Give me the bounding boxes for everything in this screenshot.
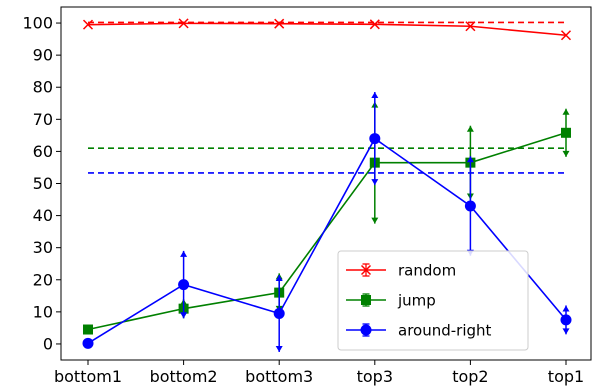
error-cap-upper — [466, 156, 474, 163]
x-tick-label: bottom3 — [245, 367, 313, 386]
series-random — [82, 18, 572, 41]
y-axis: 0 10 20 30 40 50 60 70 80 90 100 — [22, 14, 61, 353]
legend: random jump around-right — [337, 250, 529, 351]
y-tick-label: 30 — [33, 238, 53, 257]
error-cap-lower — [562, 328, 570, 335]
data-point — [274, 18, 285, 29]
error-cap-upper — [275, 274, 283, 281]
error-cap-upper — [562, 108, 570, 115]
legend-entry: jump — [346, 292, 436, 310]
data-point — [273, 307, 285, 319]
x-tick-label: top3 — [357, 367, 393, 386]
y-tick-label: 10 — [33, 302, 53, 321]
error-cap-lower — [562, 150, 570, 157]
y-tick-label: 40 — [33, 206, 53, 225]
legend-entry: around-right — [346, 322, 492, 340]
y-tick-label: 20 — [33, 270, 53, 289]
marker-stroke — [82, 19, 94, 30]
marker-stroke — [465, 21, 476, 32]
error-cap-upper — [562, 305, 570, 312]
y-tick-label: 50 — [33, 174, 53, 193]
y-tick-label: 0 — [43, 334, 53, 353]
data-point — [369, 133, 381, 145]
x-tick-label: top1 — [548, 367, 584, 386]
series-line-around-right — [87, 137, 567, 344]
series-layer — [82, 18, 572, 352]
legend-marker — [361, 295, 371, 305]
y-tick-label: 60 — [33, 142, 53, 161]
error-cap-lower — [275, 345, 283, 352]
y-tick-label: 80 — [33, 78, 53, 97]
error-cap-lower — [371, 179, 379, 186]
data-point — [83, 324, 93, 335]
x-axis: bottom1 bottom2 bottom3 top3 top2 top1 — [54, 360, 584, 386]
data-point — [560, 314, 572, 326]
y-tick-label: 70 — [33, 110, 53, 129]
error-cap-lower — [371, 217, 379, 224]
data-point — [178, 279, 190, 291]
marker-stroke — [369, 19, 380, 30]
data-point — [464, 200, 476, 212]
y-tick-label: 90 — [33, 46, 53, 65]
legend-entry: random — [346, 262, 456, 280]
marker-stroke — [360, 264, 372, 276]
legend-label: jump — [397, 292, 436, 310]
series-around-right — [82, 92, 572, 352]
error-cap-lower — [180, 312, 188, 319]
legend-marker — [360, 264, 372, 276]
x-tick-label: bottom2 — [150, 367, 218, 386]
legend-box — [337, 250, 529, 351]
x-tick-label: top2 — [452, 367, 488, 386]
data-point — [178, 18, 189, 29]
legend-label: random — [398, 262, 456, 280]
legend-label: around-right — [398, 322, 492, 340]
marker-stroke — [178, 18, 189, 29]
data-point — [369, 19, 380, 30]
error-cap-upper — [180, 250, 188, 257]
marker-stroke — [560, 30, 572, 41]
data-point — [561, 127, 571, 138]
data-point — [82, 337, 94, 349]
x-tick-label: bottom1 — [54, 367, 122, 386]
marker-stroke — [274, 18, 285, 29]
data-point — [82, 19, 94, 30]
y-tick-label: 100 — [22, 14, 53, 33]
error-cap-upper — [466, 125, 474, 132]
series-line-random — [87, 22, 567, 37]
error-cap-upper — [371, 92, 379, 99]
data-point — [560, 30, 572, 41]
data-point — [465, 21, 476, 32]
legend-marker — [360, 324, 372, 336]
